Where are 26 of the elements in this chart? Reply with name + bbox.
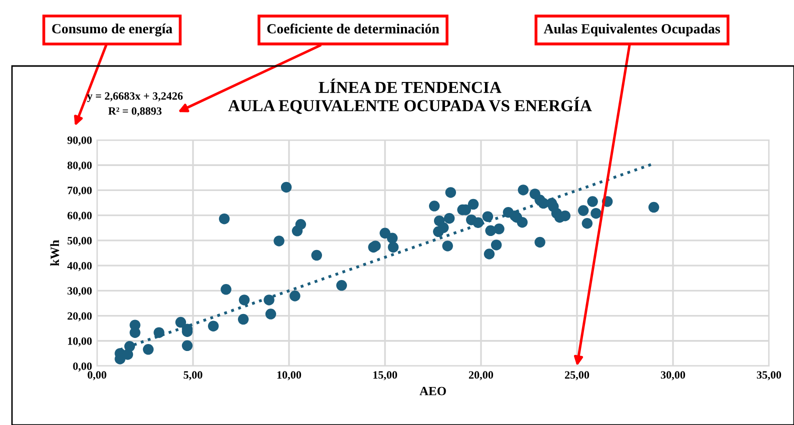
x-tick-label: 20,00	[468, 371, 494, 380]
y-tick-label: 40,00	[67, 262, 92, 272]
y-tick-label: 30,00	[68, 287, 92, 296]
text: Consumo de energía	[52, 24, 172, 36]
x-tick-label: 15,00	[373, 371, 398, 380]
x-axis-title: AEO	[420, 386, 446, 396]
y-tick-label: 50,00	[68, 236, 92, 246]
x-tick-label: 35,00	[756, 371, 782, 380]
x-tick-label: 25,00	[564, 371, 590, 380]
y-tick-label: 70,00	[68, 186, 92, 196]
x-tick-label: 0,00	[88, 371, 106, 380]
x-tick-label: 30,00	[660, 371, 686, 380]
y-axis-title: kWh	[50, 240, 60, 266]
y-tick-label: 0,00	[73, 362, 92, 372]
text: y = 2,6683x + 3,2426	[87, 92, 183, 102]
y-tick-label: 10,00	[68, 337, 92, 346]
y-tick-label: 20,00	[68, 312, 92, 322]
text: Coeficiente de determinación	[267, 24, 440, 34]
text: R² = 0,8893	[108, 107, 162, 116]
y-tick-label: 80,00	[68, 162, 92, 171]
text: Aulas Equivalentes Ocupadas	[544, 24, 720, 36]
y-tick-label: 60,00	[68, 212, 92, 221]
y-tick-label: 90,00	[67, 136, 92, 146]
x-tick-label: 10,00	[277, 371, 302, 380]
chart-title: LÍNEA DE TENDENCIA AULA EQUIVALENTE OCUPADA VS ENERGÍA	[228, 78, 592, 114]
x-tick-label: 5,00	[184, 371, 202, 380]
